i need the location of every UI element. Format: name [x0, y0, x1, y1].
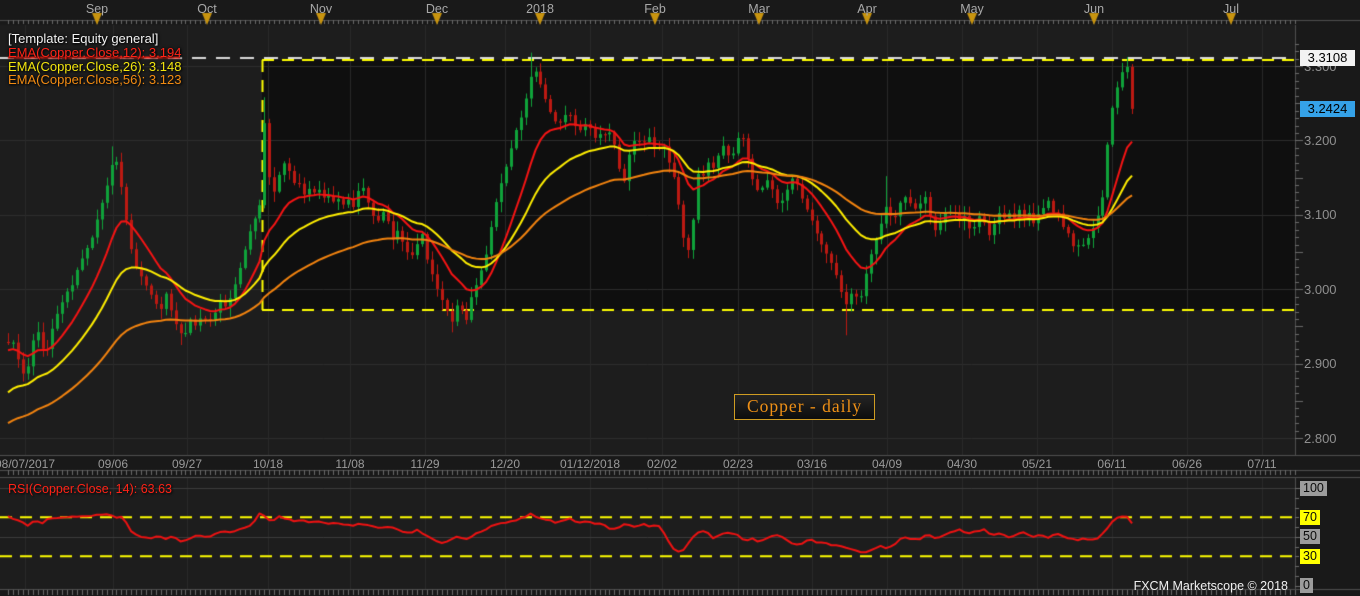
chart-title-text: Copper - daily [747, 396, 863, 416]
chart-title-box[interactable]: Copper - daily [734, 394, 876, 420]
